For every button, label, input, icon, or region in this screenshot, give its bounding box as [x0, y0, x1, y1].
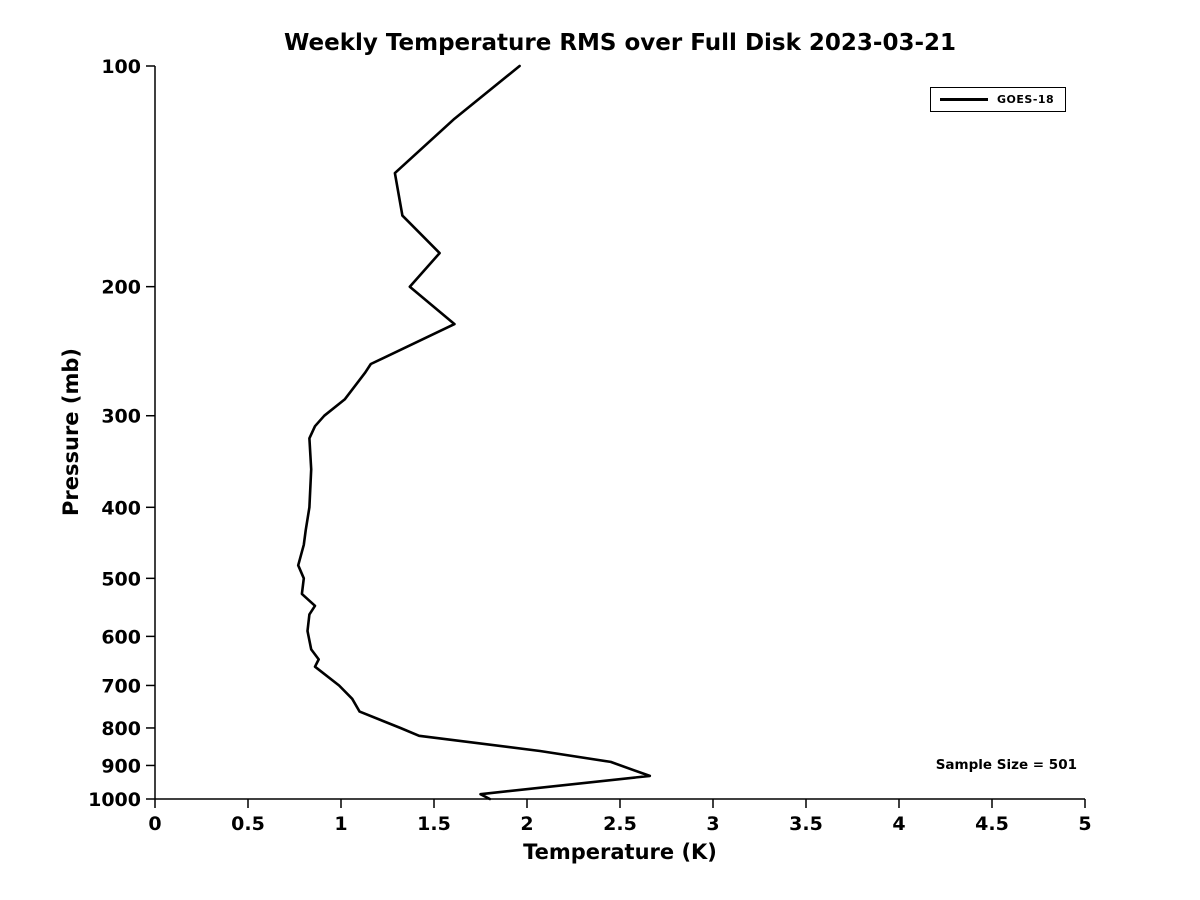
y-tick-label: 800: [101, 718, 141, 740]
x-tick-label: 0: [148, 813, 161, 835]
y-tick-label: 900: [101, 755, 141, 777]
x-axis-label: Temperature (K): [523, 840, 717, 864]
x-tick-label: 1: [334, 813, 347, 835]
y-tick-label: 500: [101, 568, 141, 590]
legend-label: GOES-18: [997, 93, 1055, 106]
y-tick-label: 700: [101, 675, 141, 697]
y-tick-label: 100: [101, 56, 141, 78]
x-tick-label: 3: [706, 813, 719, 835]
y-tick-label: 1000: [88, 789, 141, 811]
sample-size-annotation: Sample Size = 501: [935, 757, 1077, 773]
legend: GOES-18: [930, 87, 1066, 112]
x-tick-label: 1.5: [417, 813, 451, 835]
x-tick-label: 0.5: [231, 813, 265, 835]
chart-title: Weekly Temperature RMS over Full Disk 20…: [283, 30, 957, 56]
legend-line-sample: [940, 98, 988, 101]
x-tick-label: 5: [1078, 813, 1091, 835]
y-tick-label: 200: [101, 277, 141, 299]
x-tick-label: 4.5: [975, 813, 1009, 835]
y-tick-label: 300: [101, 406, 141, 428]
y-tick-label: 600: [101, 626, 141, 648]
y-tick-label: 400: [101, 497, 141, 519]
y-axis-label: Pressure (mb): [59, 348, 83, 516]
x-tick-label: 2: [520, 813, 533, 835]
x-tick-label: 3.5: [789, 813, 823, 835]
x-tick-label: 2.5: [603, 813, 637, 835]
series-line-goes-18: [296, 64, 652, 801]
x-tick-label: 4: [892, 813, 905, 835]
